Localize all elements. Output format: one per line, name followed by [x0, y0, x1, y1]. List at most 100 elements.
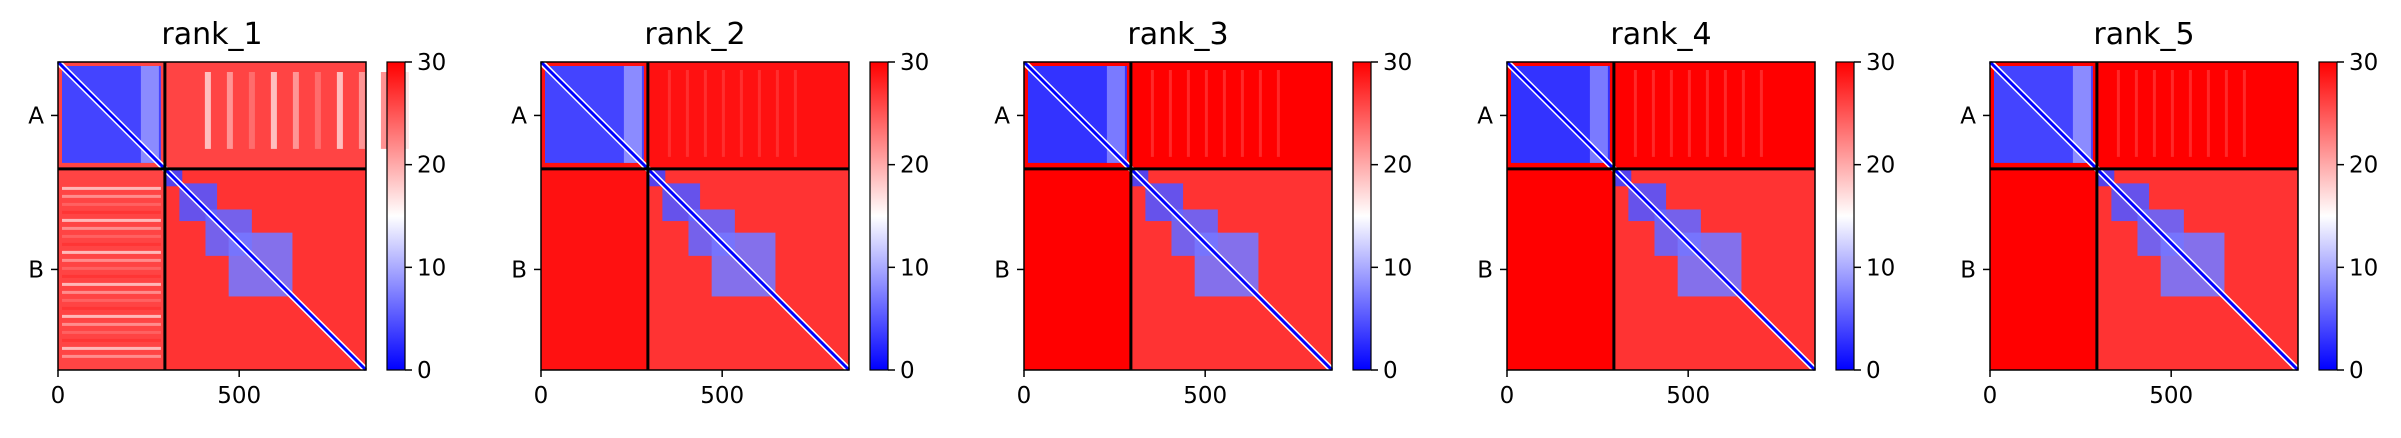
x-tick-label: 500: [1666, 383, 1710, 409]
texture-stripe: [1651, 70, 1655, 157]
texture-stripe: [1222, 70, 1226, 157]
texture-stripe: [62, 218, 161, 222]
inter-chain-texture: [2116, 70, 2246, 157]
y-tick-label: A: [1960, 103, 1976, 129]
texture-stripe: [2134, 70, 2138, 157]
texture-stripe: [62, 210, 161, 214]
x-tick-label: 500: [217, 383, 261, 409]
texture-stripe: [2224, 70, 2228, 157]
panel-title: rank_1: [161, 17, 262, 52]
inter-chain-texture: [667, 70, 797, 157]
colorbar-tick-label: 30: [2349, 50, 2378, 76]
y-tick-label: B: [511, 257, 527, 283]
texture-stripe: [1240, 70, 1244, 157]
colorbar-tick-label: 0: [1866, 358, 1881, 384]
inter-chain-texture: [1150, 70, 1280, 157]
texture-stripe: [721, 70, 725, 157]
texture-stripe: [62, 258, 161, 262]
texture-stripe: [62, 202, 161, 206]
colorbar-gradient: [386, 61, 406, 371]
colorbar-tick-label: 30: [1866, 50, 1895, 76]
colorbar-gradient: [869, 61, 889, 371]
colorbar-tick-label: 10: [2349, 255, 2378, 281]
y-tick-label: A: [994, 103, 1010, 129]
chain-a-edge: [1589, 66, 1608, 163]
texture-stripe: [667, 70, 671, 157]
texture-stripe: [62, 266, 161, 270]
texture-stripe: [62, 314, 161, 318]
texture-stripe: [62, 290, 161, 294]
chain-a-edge: [623, 66, 642, 163]
x-tick-label: 0: [1500, 383, 1515, 409]
panel-title: rank_5: [2093, 17, 2194, 52]
y-tick-label: B: [1960, 257, 1976, 283]
texture-stripe: [62, 274, 161, 278]
colorbar-tick-label: 30: [900, 50, 929, 76]
texture-stripe: [2152, 70, 2156, 157]
colorbar: 0 10 20 30: [2318, 50, 2378, 384]
texture-stripe: [2188, 70, 2192, 157]
inter-chain-texture: [62, 72, 409, 358]
colorbar: 0 10 20 30: [1352, 50, 1412, 384]
texture-stripe: [62, 194, 161, 198]
texture-stripe: [358, 72, 365, 149]
colorbar-tick-label: 20: [2349, 153, 2378, 179]
texture-stripe: [62, 242, 161, 246]
colorbar-tick-label: 0: [900, 358, 915, 384]
y-tick-label: B: [1477, 257, 1493, 283]
texture-stripe: [380, 72, 387, 149]
heatmap-panel-rank_4: rank_4 0 500 A B 0 10 20 30: [1477, 17, 1895, 409]
texture-stripe: [62, 322, 161, 326]
texture-stripe: [62, 330, 161, 334]
axes-frame: [540, 61, 850, 371]
x-tick-label: 0: [1017, 383, 1032, 409]
colorbar: 0 10 20 30: [386, 50, 446, 384]
diagonal: [539, 60, 851, 372]
texture-stripe: [62, 282, 161, 286]
heatmap-panel-rank_1: rank_1 0 500 A B 0 10 20 30: [28, 17, 446, 409]
colorbar-gradient: [1352, 61, 1372, 371]
texture-stripe: [248, 72, 255, 149]
panel-title: rank_3: [1127, 17, 1228, 52]
texture-stripe: [775, 70, 779, 157]
panel-title: rank_4: [1610, 17, 1711, 52]
texture-stripe: [757, 70, 761, 157]
colorbar-tick-label: 30: [1383, 50, 1412, 76]
colorbar-tick-label: 0: [1383, 358, 1398, 384]
texture-stripe: [62, 234, 161, 238]
texture-stripe: [2242, 70, 2246, 157]
chain-a-edge: [140, 66, 159, 163]
x-tick-label: 500: [2149, 383, 2193, 409]
x-tick-label: 0: [534, 383, 549, 409]
colorbar-tick-label: 30: [417, 50, 446, 76]
colorbar: 0 10 20 30: [1835, 50, 1895, 384]
colorbar-tick-label: 0: [417, 358, 432, 384]
heatmap-panel-rank_2: rank_2 0 500 A B 0 10 20 30: [511, 17, 929, 409]
colorbar-tick-label: 10: [1383, 255, 1412, 281]
x-tick-label: 500: [700, 383, 744, 409]
texture-stripe: [1150, 70, 1154, 157]
diagonal: [1988, 60, 2300, 372]
chain-a-edge: [2072, 66, 2091, 163]
texture-stripe: [1186, 70, 1190, 157]
colorbar-tick-label: 20: [900, 153, 929, 179]
texture-stripe: [270, 72, 277, 149]
y-tick-label: B: [28, 257, 44, 283]
texture-stripe: [1741, 70, 1745, 157]
texture-stripe: [204, 72, 211, 149]
texture-stripe: [314, 72, 321, 149]
y-tick-label: A: [511, 103, 527, 129]
texture-stripe: [336, 72, 343, 149]
axes-frame: [57, 61, 367, 371]
texture-stripe: [739, 70, 743, 157]
axes-frame: [1506, 61, 1816, 371]
texture-stripe: [62, 306, 161, 310]
texture-stripe: [1258, 70, 1262, 157]
axes-frame: [1989, 61, 2299, 371]
texture-stripe: [62, 354, 161, 358]
heatmap-panel-rank_5: rank_5 0 500 A B 0 10 20 30: [1960, 17, 2378, 409]
texture-stripe: [703, 70, 707, 157]
texture-stripe: [1276, 70, 1280, 157]
